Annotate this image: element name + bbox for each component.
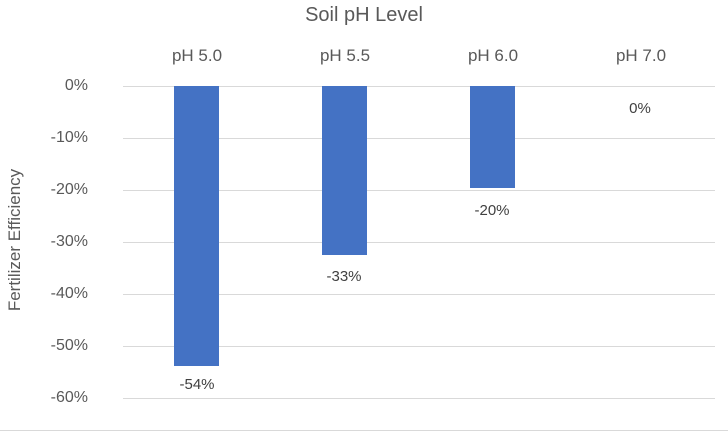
data-label: 0% [629, 100, 651, 117]
y-tick-label: -40% [50, 285, 88, 302]
gridline [123, 346, 715, 347]
x-category-label: pH 7.0 [615, 46, 667, 65]
gridline [123, 138, 715, 139]
chart-border [0, 430, 728, 431]
bar-ph-5-0 [174, 86, 219, 366]
gridline [123, 86, 715, 87]
y-tick-label: -20% [50, 181, 88, 198]
gridline [123, 294, 715, 295]
gridline [123, 398, 715, 399]
chart-title: Soil pH Level [305, 4, 423, 26]
x-category-label: pH 5.0 [171, 46, 223, 65]
bar-ph-6-0 [470, 86, 515, 188]
y-tick-label: 0% [64, 77, 88, 94]
y-tick-label: -10% [50, 129, 88, 146]
x-category-label: pH 5.5 [319, 46, 371, 65]
data-label: -33% [326, 268, 362, 285]
y-tick-label: -50% [50, 337, 88, 354]
gridline [123, 242, 715, 243]
gridline [123, 190, 715, 191]
x-category-label: pH 6.0 [467, 46, 519, 65]
plot-area: 0% -10% -20% -30% -40% -50% -60% pH 5.0 … [51, 46, 715, 406]
y-tick-label: -60% [50, 389, 88, 406]
bar-ph-5-5 [322, 86, 367, 255]
data-label: -20% [474, 202, 510, 219]
data-label: -54% [179, 376, 215, 393]
y-tick-label: -30% [50, 233, 88, 250]
